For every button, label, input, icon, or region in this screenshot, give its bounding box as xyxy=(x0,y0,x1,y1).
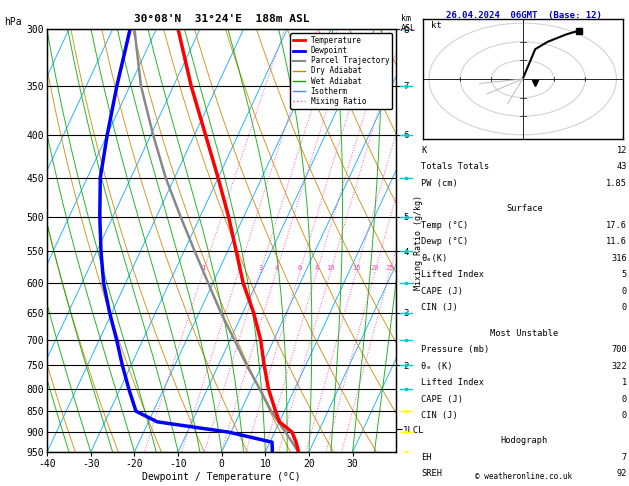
Text: Dewp (°C): Dewp (°C) xyxy=(421,237,469,246)
Text: © weatheronline.co.uk: © weatheronline.co.uk xyxy=(475,472,572,481)
Text: Lifted Index: Lifted Index xyxy=(421,270,484,279)
Text: 700: 700 xyxy=(611,345,627,354)
Text: 1: 1 xyxy=(622,378,627,387)
Text: K: K xyxy=(421,146,426,155)
Text: Most Unstable: Most Unstable xyxy=(490,329,559,338)
Text: 20: 20 xyxy=(371,265,379,271)
Text: CAPE (J): CAPE (J) xyxy=(421,287,464,296)
Text: 25: 25 xyxy=(386,265,394,271)
Text: hPa: hPa xyxy=(4,17,22,27)
Text: 0: 0 xyxy=(622,303,627,312)
Text: CIN (J): CIN (J) xyxy=(421,411,458,420)
Text: 0: 0 xyxy=(622,395,627,404)
Text: 2: 2 xyxy=(237,265,241,271)
Text: CIN (J): CIN (J) xyxy=(421,303,458,312)
Text: SREH: SREH xyxy=(421,469,442,479)
Text: 30°08'N  31°24'E  188m ASL: 30°08'N 31°24'E 188m ASL xyxy=(134,14,309,24)
Text: Lifted Index: Lifted Index xyxy=(421,378,484,387)
Text: 12: 12 xyxy=(616,146,627,155)
Text: 0: 0 xyxy=(622,287,627,296)
Text: Pressure (mb): Pressure (mb) xyxy=(421,345,490,354)
Legend: Temperature, Dewpoint, Parcel Trajectory, Dry Adiabat, Wet Adiabat, Isotherm, Mi: Temperature, Dewpoint, Parcel Trajectory… xyxy=(290,33,392,109)
Text: 11.6: 11.6 xyxy=(606,237,627,246)
Text: 316: 316 xyxy=(611,254,627,263)
Text: 0: 0 xyxy=(622,411,627,420)
Text: PW (cm): PW (cm) xyxy=(421,179,458,188)
Text: 92: 92 xyxy=(616,469,627,479)
Text: 15: 15 xyxy=(352,265,360,271)
Text: Surface: Surface xyxy=(506,204,543,213)
Text: Totals Totals: Totals Totals xyxy=(421,162,490,172)
Text: kt: kt xyxy=(431,21,442,30)
Text: 4: 4 xyxy=(274,265,279,271)
Text: Mixing Ratio (g/kg): Mixing Ratio (g/kg) xyxy=(414,195,423,291)
Text: km
ASL: km ASL xyxy=(401,14,416,33)
Text: 10: 10 xyxy=(326,265,335,271)
Text: 8: 8 xyxy=(315,265,320,271)
Text: 7: 7 xyxy=(622,453,627,462)
Text: Temp (°C): Temp (°C) xyxy=(421,221,469,230)
Text: 17.6: 17.6 xyxy=(606,221,627,230)
Text: 3: 3 xyxy=(259,265,263,271)
Text: CAPE (J): CAPE (J) xyxy=(421,395,464,404)
Text: 6: 6 xyxy=(298,265,302,271)
Text: 5: 5 xyxy=(622,270,627,279)
Text: θₑ(K): θₑ(K) xyxy=(421,254,448,263)
Text: 26.04.2024  06GMT  (Base: 12): 26.04.2024 06GMT (Base: 12) xyxy=(446,11,601,20)
Text: 43: 43 xyxy=(616,162,627,172)
Text: θₑ (K): θₑ (K) xyxy=(421,362,453,371)
Text: 1: 1 xyxy=(201,265,206,271)
Text: 1.85: 1.85 xyxy=(606,179,627,188)
Text: EH: EH xyxy=(421,453,432,462)
Text: Hodograph: Hodograph xyxy=(501,436,548,446)
X-axis label: Dewpoint / Temperature (°C): Dewpoint / Temperature (°C) xyxy=(142,472,301,482)
Text: 322: 322 xyxy=(611,362,627,371)
